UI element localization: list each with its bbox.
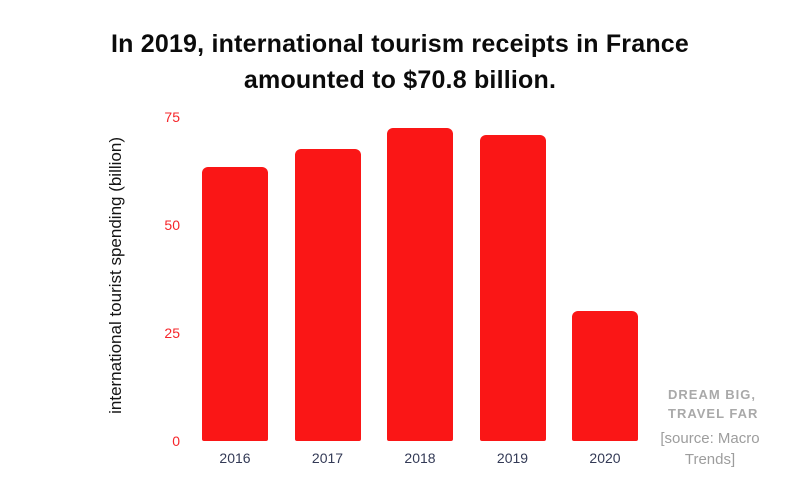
x-tick-label: 2020 (589, 450, 621, 466)
bar-2019 (479, 135, 546, 441)
source-attribution: [source: Macro Trends] (660, 430, 760, 468)
x-tick-label: 2019 (496, 450, 529, 466)
bar-2017 (294, 149, 361, 441)
x-tick-label: 2017 (311, 450, 344, 466)
y-tick-label: 0 (172, 433, 180, 449)
bar-chart-plot-area: 2016 2017 2018 2019 2020 (190, 117, 650, 466)
x-tick-label: 2018 (404, 450, 436, 466)
y-axis-label: international tourist spending (billion) (96, 110, 136, 441)
y-tick-label: 75 (164, 109, 180, 125)
brand-watermark-line2: Travel Far (668, 405, 759, 421)
x-tick-label: 2016 (219, 450, 251, 466)
bar-column: 2017 (294, 117, 361, 466)
bar-column: 2016 (202, 117, 268, 466)
y-tick-label: 25 (164, 325, 180, 341)
bar-2016 (202, 166, 268, 441)
y-tick-label: 50 (164, 217, 180, 233)
brand-watermark-line1: Dream Big, (668, 387, 756, 402)
bar-column: 2020 (572, 117, 638, 466)
y-axis-ticks: 0 25 50 75 (140, 109, 180, 449)
y-axis-label-text: international tourist spending (billion) (106, 137, 125, 414)
bar-column: 2019 (479, 117, 546, 466)
bar-column: 2018 (387, 117, 453, 466)
bar-2020 (572, 311, 638, 441)
chart-headline: In 2019, international tourism receipts … (110, 30, 690, 95)
bar-2018 (387, 127, 453, 441)
brand-watermark: Dream Big, Travel Far (668, 386, 758, 424)
